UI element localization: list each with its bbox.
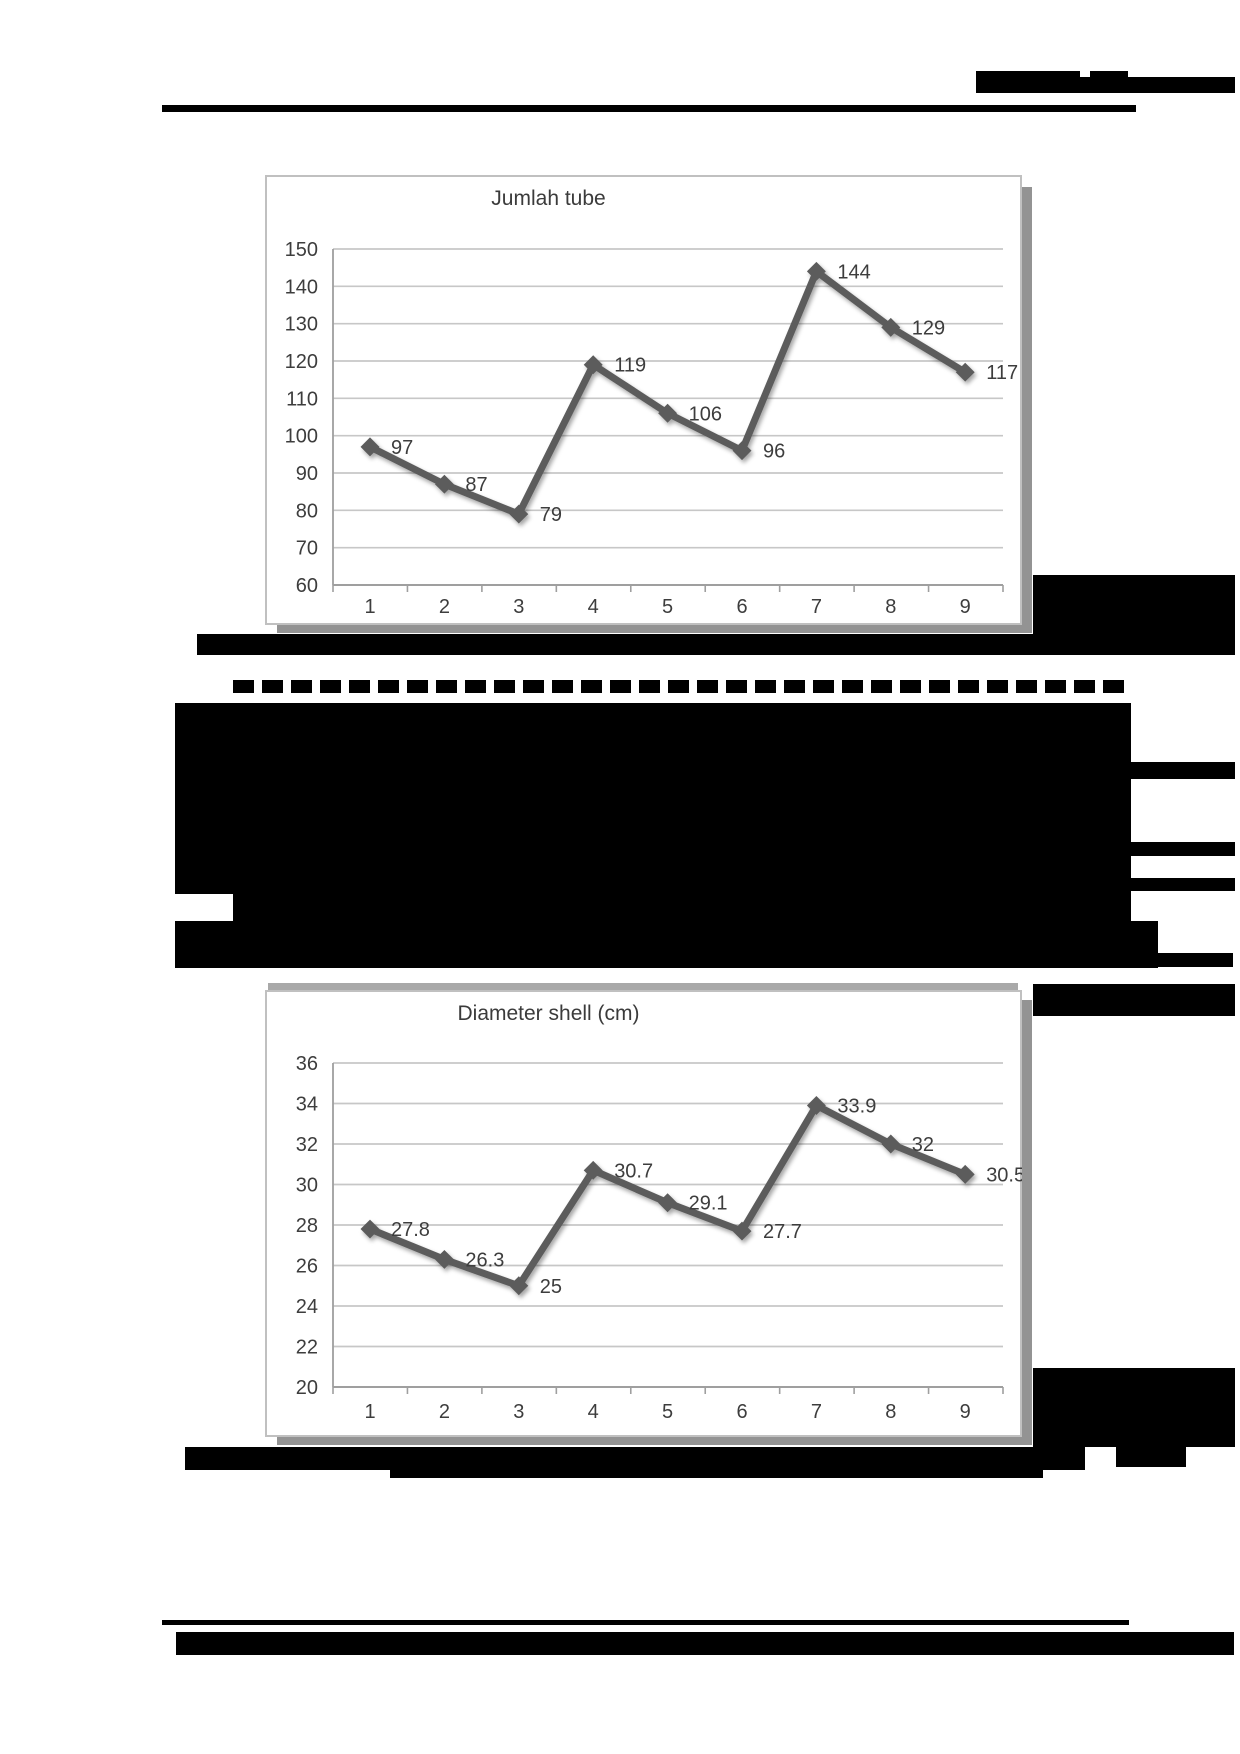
svg-text:4: 4	[588, 596, 599, 618]
svg-text:2: 2	[439, 596, 450, 618]
svg-text:20: 20	[296, 1377, 318, 1399]
jumlah-tube-line-chart: 150 140 130 120 110 100 90 80 70 60 1 2 3 4 5 6 7 8 9 97 87 7…	[285, 239, 1018, 618]
svg-text:9: 9	[960, 1401, 971, 1423]
svg-text:29.1: 29.1	[689, 1193, 728, 1215]
redacted-margin-block	[1033, 984, 1235, 1016]
svg-text:119: 119	[614, 355, 646, 377]
svg-text:22: 22	[296, 1337, 318, 1359]
svg-text:110: 110	[286, 388, 318, 410]
svg-text:120: 120	[285, 351, 318, 373]
redacted-margin-strip	[1131, 842, 1235, 856]
svg-text:9: 9	[960, 596, 971, 618]
redacted-header-text	[1090, 71, 1128, 77]
svg-text:70: 70	[296, 538, 318, 560]
redacted-figure2-caption	[1116, 1447, 1186, 1467]
redacted-paragraph-block	[175, 703, 1131, 894]
svg-text:80: 80	[296, 500, 318, 522]
svg-text:30: 30	[296, 1175, 318, 1197]
chart-title: Diameter shell (cm)	[457, 1002, 640, 1025]
svg-text:36: 36	[296, 1053, 318, 1075]
svg-text:27.7: 27.7	[763, 1221, 802, 1243]
svg-text:5: 5	[662, 596, 673, 618]
redacted-paragraph-block	[233, 894, 1131, 921]
svg-text:7: 7	[811, 596, 822, 618]
svg-text:8: 8	[885, 596, 896, 618]
svg-text:24: 24	[296, 1296, 318, 1318]
svg-text:28: 28	[296, 1215, 318, 1237]
svg-text:106: 106	[689, 403, 722, 425]
header-rule	[162, 105, 1136, 112]
redacted-margin-block	[1033, 1368, 1235, 1447]
svg-text:2: 2	[439, 1401, 450, 1423]
figure-jumlah-tube: Jumlah tube 150 140 130 120 110 100 90 80 70 60 1 2…	[265, 175, 1022, 625]
redacted-header-text	[976, 71, 1080, 77]
redacted-margin-strip	[1131, 878, 1235, 891]
svg-text:7: 7	[811, 1401, 822, 1423]
svg-text:130: 130	[285, 314, 318, 336]
redacted-footer-bar	[176, 1632, 1234, 1655]
footer-rule	[162, 1620, 1129, 1625]
svg-text:6: 6	[736, 1401, 747, 1423]
svg-text:129: 129	[912, 317, 945, 339]
svg-text:79: 79	[540, 504, 562, 526]
svg-text:30.5: 30.5	[986, 1164, 1022, 1186]
svg-text:5: 5	[662, 1401, 673, 1423]
chart-title: Jumlah tube	[491, 187, 606, 210]
svg-text:25: 25	[540, 1276, 562, 1298]
redacted-paragraph-block	[175, 921, 1158, 968]
svg-text:27.8: 27.8	[391, 1219, 430, 1241]
svg-text:150: 150	[285, 239, 318, 261]
chart2-bottom-shadow	[277, 1437, 1032, 1445]
chart2-top-shadow	[268, 983, 1018, 990]
svg-text:87: 87	[465, 474, 487, 496]
redacted-figure2-caption	[185, 1447, 1085, 1470]
redacted-figure1-caption	[197, 634, 1033, 655]
svg-text:33.9: 33.9	[837, 1096, 876, 1118]
svg-text:96: 96	[763, 441, 785, 463]
svg-text:3: 3	[513, 596, 524, 618]
svg-text:32: 32	[296, 1134, 318, 1156]
chart2-right-shadow	[1022, 1000, 1032, 1445]
redacted-figure2-caption	[390, 1470, 1043, 1478]
svg-text:30.7: 30.7	[614, 1160, 653, 1182]
svg-text:1: 1	[364, 1401, 375, 1423]
redacted-header-text	[976, 77, 1235, 93]
svg-text:32: 32	[912, 1134, 934, 1156]
svg-text:34: 34	[296, 1094, 318, 1116]
svg-text:100: 100	[285, 426, 318, 448]
svg-text:26: 26	[296, 1256, 318, 1278]
svg-text:3: 3	[513, 1401, 524, 1423]
chart1-right-shadow	[1022, 187, 1032, 633]
redacted-margin-block	[1033, 575, 1235, 655]
svg-text:97: 97	[391, 437, 413, 459]
svg-text:1: 1	[364, 596, 375, 618]
svg-text:60: 60	[296, 575, 318, 597]
svg-text:90: 90	[296, 463, 318, 485]
redacted-margin-strip	[1131, 762, 1235, 779]
svg-text:26.3: 26.3	[465, 1249, 504, 1271]
svg-text:144: 144	[837, 261, 870, 283]
figure-diameter-shell: Diameter shell (cm) 36 34 32 30 28 26 24 22 20 1 2…	[265, 990, 1022, 1437]
svg-text:140: 140	[285, 276, 318, 298]
redacted-text-line	[233, 680, 1126, 693]
redacted-margin-strip	[1158, 953, 1233, 967]
svg-text:8: 8	[885, 1401, 896, 1423]
svg-text:4: 4	[588, 1401, 599, 1423]
chart1-bottom-shadow	[277, 625, 1032, 633]
svg-text:117: 117	[986, 362, 1018, 384]
svg-text:6: 6	[736, 596, 747, 618]
